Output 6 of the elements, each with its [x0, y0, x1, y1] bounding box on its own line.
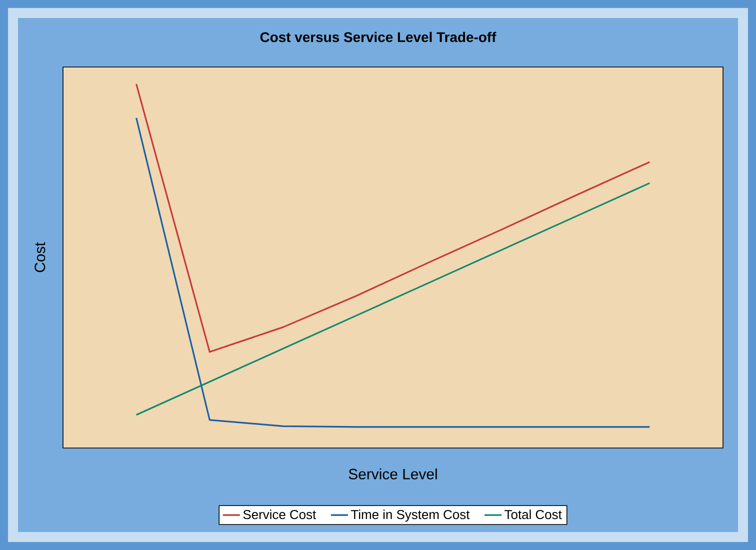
- legend-label: Time in System Cost: [351, 510, 470, 522]
- x-axis-title: Service Level: [348, 468, 437, 480]
- legend-label: Service Cost: [243, 510, 316, 520]
- chart-title: Cost versus Service Level Trade-off: [260, 32, 496, 42]
- y-axis-title: Cost: [34, 242, 46, 272]
- legend-label: Total Cost: [504, 510, 562, 520]
